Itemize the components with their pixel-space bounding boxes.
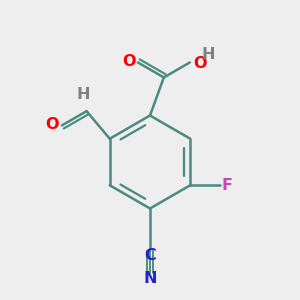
Text: N: N [143, 271, 157, 286]
Text: F: F [221, 178, 233, 193]
Text: H: H [202, 47, 215, 62]
Text: C: C [144, 248, 156, 263]
Text: O: O [46, 117, 59, 132]
Text: O: O [122, 54, 136, 69]
Text: H: H [77, 87, 90, 102]
Text: O: O [194, 56, 207, 71]
